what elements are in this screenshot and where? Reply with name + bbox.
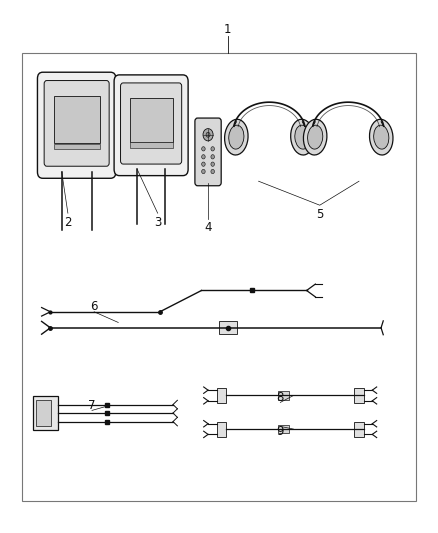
Circle shape [203, 128, 213, 141]
Circle shape [201, 147, 205, 151]
Text: 8: 8 [277, 391, 284, 403]
FancyBboxPatch shape [37, 72, 116, 178]
Bar [33, 396, 58, 430]
Circle shape [201, 162, 205, 166]
Bar [217, 422, 226, 437]
Ellipse shape [304, 119, 327, 155]
Ellipse shape [225, 119, 248, 155]
Circle shape [206, 132, 210, 137]
Circle shape [201, 155, 205, 159]
Bar [354, 388, 364, 403]
Ellipse shape [295, 125, 310, 149]
Bar [53, 96, 100, 143]
Bar [36, 400, 51, 426]
Ellipse shape [229, 125, 244, 149]
Text: 3: 3 [154, 216, 161, 229]
Bar [53, 143, 100, 149]
Ellipse shape [307, 125, 323, 149]
FancyBboxPatch shape [195, 118, 221, 186]
Circle shape [211, 147, 215, 151]
Bar [217, 388, 226, 403]
Bar [354, 422, 364, 437]
Text: 7: 7 [88, 399, 96, 411]
FancyBboxPatch shape [44, 80, 109, 166]
FancyBboxPatch shape [120, 83, 182, 164]
Ellipse shape [291, 119, 314, 155]
Bar [130, 98, 173, 142]
Text: 9: 9 [276, 425, 284, 438]
Text: 5: 5 [316, 208, 323, 221]
Bar [278, 425, 289, 433]
Bar [130, 142, 173, 148]
Text: 2: 2 [64, 216, 72, 229]
Text: 6: 6 [90, 300, 98, 313]
Circle shape [211, 169, 215, 174]
Ellipse shape [370, 119, 393, 155]
Circle shape [211, 155, 215, 159]
Bar [219, 321, 237, 334]
Circle shape [201, 169, 205, 174]
Text: 1: 1 [224, 23, 232, 36]
Bar [22, 53, 416, 501]
Bar [278, 391, 289, 400]
Text: 4: 4 [204, 221, 212, 234]
FancyBboxPatch shape [114, 75, 188, 176]
Ellipse shape [374, 125, 389, 149]
Circle shape [211, 162, 215, 166]
